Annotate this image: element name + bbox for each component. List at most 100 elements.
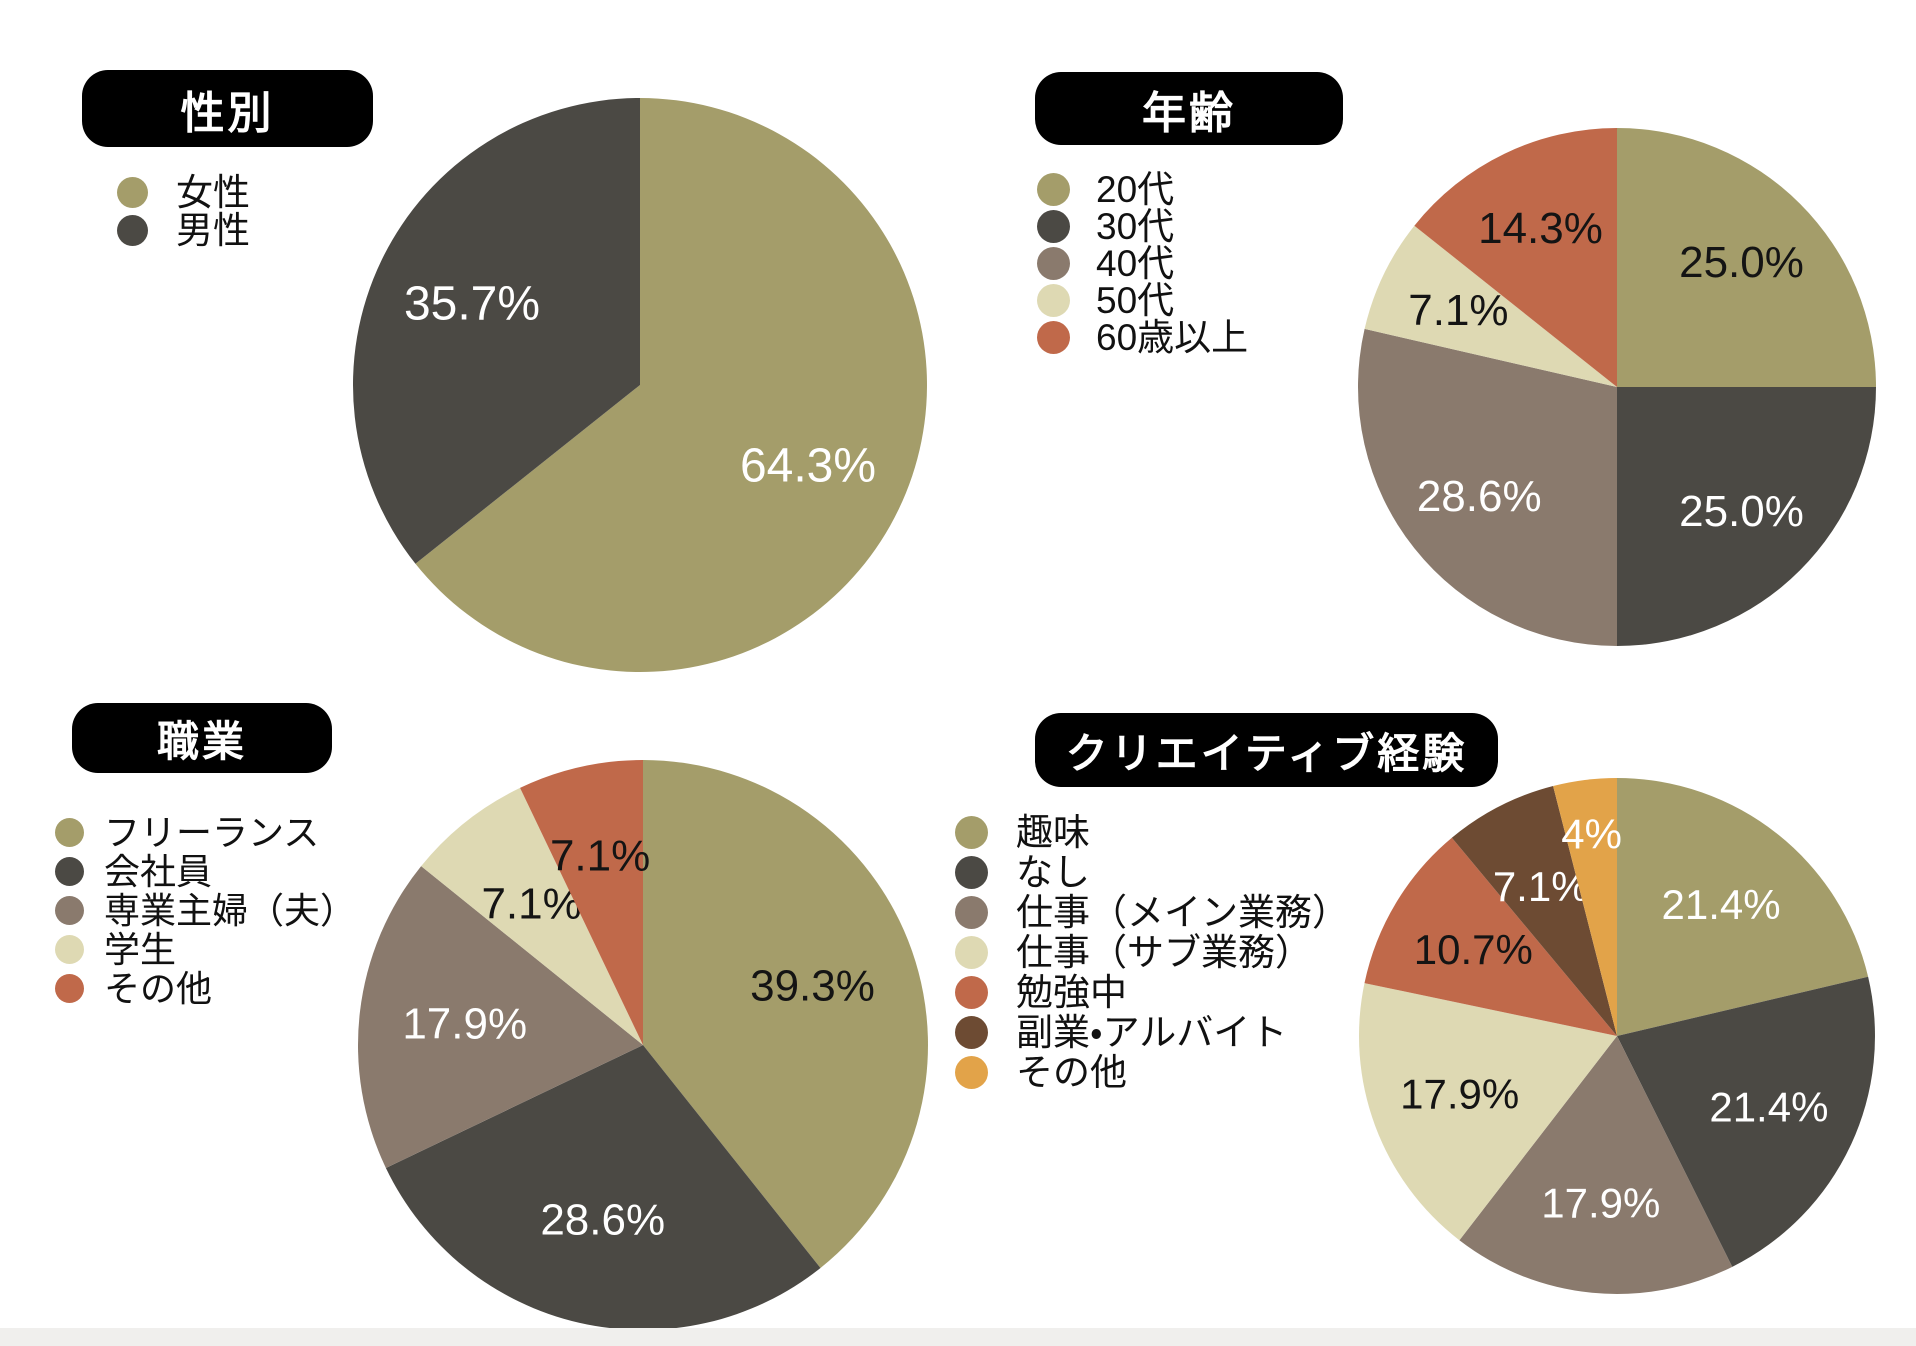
legend-item: フリーランス — [55, 813, 356, 852]
bottom-edge-band — [0, 1328, 1916, 1346]
pie-label-age: 25.0% — [1679, 487, 1804, 536]
pie-slice-occupation — [358, 866, 643, 1168]
legend-item: 30代 — [1037, 208, 1248, 245]
legend-label: 30代 — [1096, 206, 1175, 247]
legend-color-dot — [117, 214, 148, 246]
pie-slice-age — [1364, 225, 1617, 387]
legend-item: 20代 — [1037, 171, 1248, 208]
pie-slice-age — [1617, 387, 1876, 646]
pie-label-gender: 64.3% — [740, 440, 876, 493]
legend-label: 20代 — [1096, 169, 1175, 210]
legend-item: 仕事（メイン業務） — [955, 892, 1349, 932]
chart-title-occupation-text: 職業 — [156, 717, 247, 765]
legend-label: 会社員 — [104, 850, 213, 892]
pie-age: 25.0% 25.0% 28.6% 7.1% 14.3% — [1358, 128, 1876, 646]
pie-slice-age — [1617, 128, 1876, 387]
pie-label-occupation: 28.6% — [540, 1196, 665, 1245]
pie-slice-gender — [415, 98, 927, 672]
legend-label: なし — [1016, 851, 1090, 893]
pie-slice-occupation — [643, 760, 928, 1268]
pie-slice-occupation — [520, 760, 643, 1045]
chart-title-age-text: 年齢 — [1142, 88, 1236, 138]
legend-item: 女性 — [117, 173, 250, 211]
chart-title-gender-text: 性別 — [180, 88, 275, 138]
legend-label: フリーランス — [104, 811, 320, 853]
legend-color-dot — [55, 935, 84, 964]
legend-item: 学生 — [55, 930, 356, 969]
legend-label: 勉強中 — [1016, 971, 1127, 1013]
legend-label: 40代 — [1096, 243, 1175, 284]
pie-slice-age — [1414, 128, 1617, 387]
pie-label-creative-experience: 17.9% — [1400, 1071, 1519, 1118]
pie-slice-occupation — [421, 787, 643, 1045]
chart-title-occupation: 職業 — [72, 703, 332, 773]
pie-slice-creative-experience — [1617, 976, 1875, 1267]
legend-item: 40代 — [1037, 245, 1248, 282]
legend-color-dot — [1037, 210, 1070, 243]
legend-item: 専業主婦（夫） — [55, 891, 356, 930]
chart-title-gender: 性別 — [82, 70, 373, 147]
legend-color-dot — [1037, 321, 1070, 354]
pie-slice-occupation — [385, 1045, 821, 1330]
legend-color-dot — [117, 176, 148, 208]
legend-label: 60歳以上 — [1096, 317, 1249, 358]
legend-color-dot — [55, 818, 84, 847]
legend-label: 副業・アルバイト — [1016, 1011, 1288, 1053]
chart-title-creative-experience-text: クリエイティブ経験 — [1065, 729, 1468, 777]
pie-slice-creative-experience — [1364, 837, 1617, 1036]
pie-label-age: 7.1% — [1408, 286, 1508, 335]
pie-gender: 64.3% 35.7% — [352, 98, 927, 672]
legend-item: なし — [955, 852, 1349, 892]
legend-label: その他 — [104, 967, 213, 1009]
pie-creative-experience: 21.4% 21.4% 17.9% 17.9% 10.7% 7.1% 4% — [1359, 778, 1875, 1294]
legend-item: 50代 — [1037, 282, 1248, 319]
legend-label: 仕事（メイン業務） — [1016, 891, 1349, 933]
legend-item: 勉強中 — [955, 972, 1349, 1012]
legend-item: 仕事（サブ業務） — [955, 932, 1349, 972]
pie-label-age: 14.3% — [1478, 204, 1603, 253]
legend-label: 仕事（サブ業務） — [1016, 931, 1312, 973]
legend-occupation: フリーランス 会社員 専業主婦（夫） 学生 その他 — [55, 813, 356, 1008]
legend-color-dot — [55, 974, 84, 1003]
legend-label: 女性 — [176, 171, 250, 213]
pie-slice-creative-experience — [1553, 778, 1617, 1036]
legend-color-dot — [955, 975, 988, 1009]
legend-item: 趣味 — [955, 812, 1349, 852]
pie-occupation: 39.3% 28.6% 17.9% 7.1%7.1% — [358, 760, 928, 1330]
legend-age: 20代 30代 40代 50代 60歳以上 — [1037, 171, 1248, 356]
legend-color-dot — [1037, 247, 1070, 280]
legend-color-dot — [1037, 284, 1070, 317]
legend-label: 専業主婦（夫） — [104, 889, 357, 931]
pie-label-age: 25.0% — [1679, 238, 1804, 287]
legend-color-dot — [55, 857, 84, 886]
pie-label-occupation: 7.1% — [550, 832, 650, 881]
legend-item: その他 — [955, 1052, 1349, 1092]
legend-item: 男性 — [117, 211, 250, 249]
pie-label-occupation: 17.9% — [402, 1000, 527, 1049]
pie-label-creative-experience: 17.9% — [1541, 1179, 1660, 1226]
pie-slice-creative-experience — [1617, 778, 1869, 1036]
legend-creative-experience: 趣味 なし 仕事（メイン業務） 仕事（サブ業務） 勉強中 副業・アルバイト その他 — [955, 812, 1349, 1092]
legend-color-dot — [955, 895, 988, 929]
legend-item: 副業・アルバイト — [955, 1012, 1349, 1052]
legend-color-dot — [55, 896, 84, 925]
pie-slice-creative-experience — [1459, 1036, 1733, 1294]
legend-gender: 女性 男性 — [117, 173, 250, 249]
legend-label: その他 — [1016, 1051, 1127, 1093]
pie-label-gender: 35.7% — [404, 278, 540, 331]
pie-label-creative-experience: 4% — [1561, 810, 1622, 857]
chart-title-creative-experience: クリエイティブ経験 — [1035, 713, 1498, 787]
legend-color-dot — [955, 1055, 988, 1089]
pie-label-creative-experience: 7.1% — [1493, 863, 1589, 910]
legend-label: 学生 — [104, 928, 177, 970]
pie-slice-creative-experience — [1451, 786, 1617, 1036]
pie-label-creative-experience: 10.7% — [1414, 926, 1533, 973]
pie-slice-creative-experience — [1359, 983, 1617, 1241]
legend-label: 趣味 — [1016, 811, 1090, 853]
pie-label-occupation: 39.3% — [750, 961, 875, 1010]
legend-item: その他 — [55, 969, 356, 1008]
legend-color-dot — [1037, 173, 1070, 206]
pie-label-age: 28.6% — [1417, 472, 1542, 521]
